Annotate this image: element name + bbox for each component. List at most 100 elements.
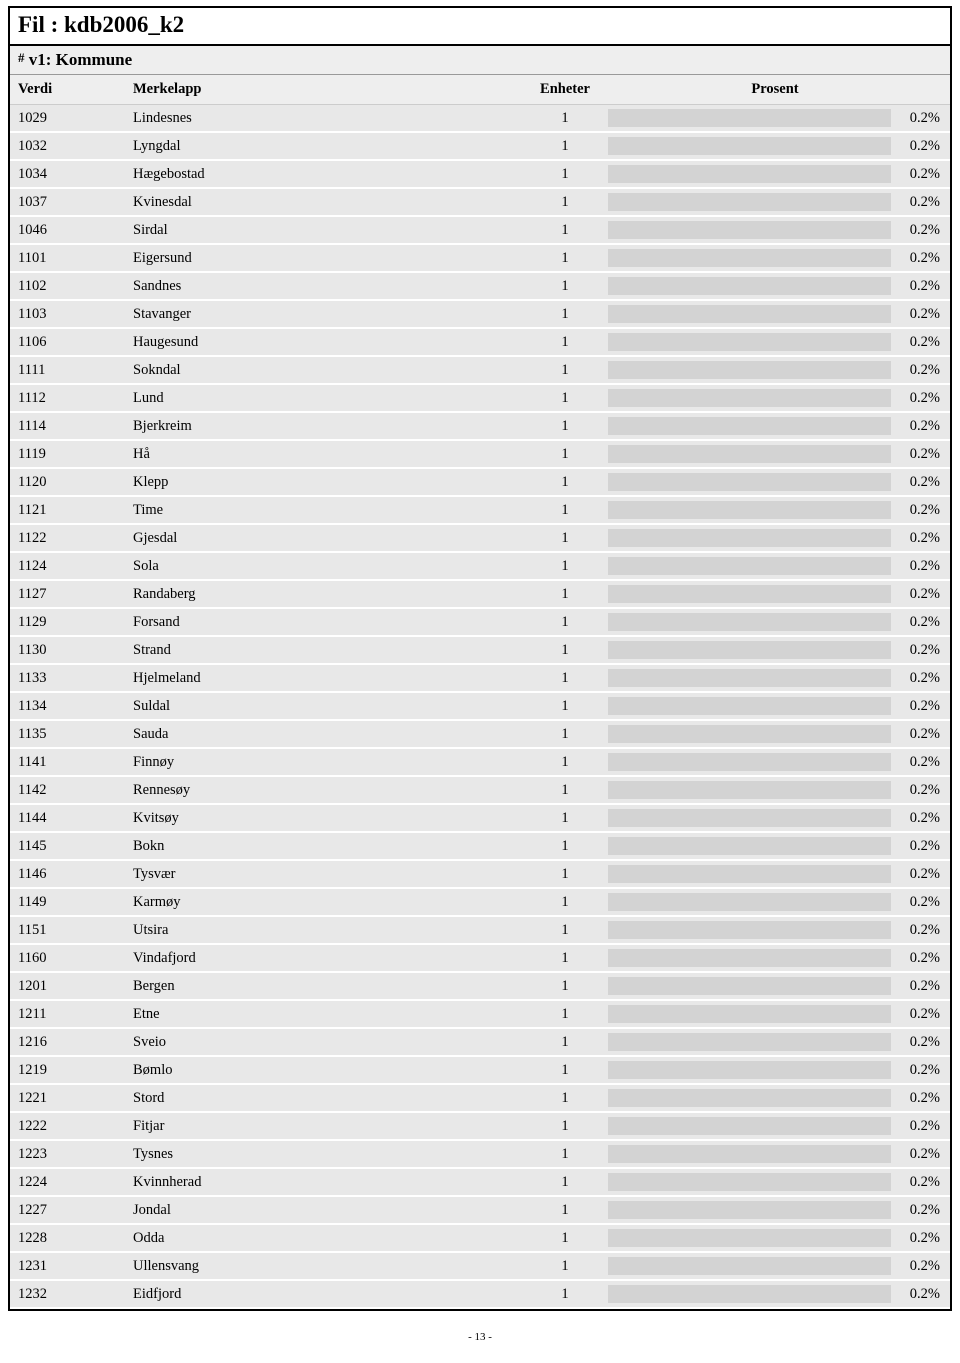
cell-bar <box>600 972 895 1000</box>
cell-prosent: 0.2% <box>895 412 950 440</box>
cell-prosent: 0.2% <box>895 216 950 244</box>
cell-enheter: 1 <box>530 328 600 356</box>
cell-verdi: 1114 <box>10 412 125 440</box>
cell-bar <box>600 944 895 972</box>
cell-bar <box>600 1140 895 1168</box>
cell-prosent: 0.2% <box>895 440 950 468</box>
cell-verdi: 1135 <box>10 720 125 748</box>
cell-bar <box>600 1000 895 1028</box>
cell-prosent: 0.2% <box>895 1056 950 1084</box>
cell-merkelapp: Stord <box>125 1084 530 1112</box>
table-row: 1034Hægebostad10.2% <box>10 160 950 188</box>
cell-enheter: 1 <box>530 608 600 636</box>
file-title: Fil : kdb2006_k2 <box>10 8 950 46</box>
cell-enheter: 1 <box>530 636 600 664</box>
cell-enheter: 1 <box>530 1112 600 1140</box>
table-row: 1149Karmøy10.2% <box>10 888 950 916</box>
cell-enheter: 1 <box>530 188 600 216</box>
cell-prosent: 0.2% <box>895 1196 950 1224</box>
percent-bar <box>608 473 891 491</box>
cell-enheter: 1 <box>530 580 600 608</box>
cell-enheter: 1 <box>530 664 600 692</box>
cell-enheter: 1 <box>530 832 600 860</box>
cell-verdi: 1149 <box>10 888 125 916</box>
cell-verdi: 1029 <box>10 105 125 133</box>
cell-prosent: 0.2% <box>895 384 950 412</box>
cell-bar <box>600 776 895 804</box>
cell-bar <box>600 496 895 524</box>
cell-verdi: 1231 <box>10 1252 125 1280</box>
cell-bar <box>600 356 895 384</box>
cell-merkelapp: Stavanger <box>125 300 530 328</box>
table-row: 1145Bokn10.2% <box>10 832 950 860</box>
cell-verdi: 1121 <box>10 496 125 524</box>
table-row: 1228Odda10.2% <box>10 1224 950 1252</box>
cell-bar <box>600 524 895 552</box>
cell-prosent: 0.2% <box>895 888 950 916</box>
table-row: 1219Bømlo10.2% <box>10 1056 950 1084</box>
cell-enheter: 1 <box>530 132 600 160</box>
cell-bar <box>600 300 895 328</box>
percent-bar <box>608 977 891 995</box>
percent-bar <box>608 389 891 407</box>
cell-merkelapp: Sokndal <box>125 356 530 384</box>
cell-merkelapp: Tysvær <box>125 860 530 888</box>
cell-merkelapp: Hå <box>125 440 530 468</box>
cell-verdi: 1201 <box>10 972 125 1000</box>
cell-verdi: 1120 <box>10 468 125 496</box>
cell-enheter: 1 <box>530 552 600 580</box>
percent-bar <box>608 1089 891 1107</box>
table-row: 1227Jondal10.2% <box>10 1196 950 1224</box>
table-row: 1037Kvinesdal10.2% <box>10 188 950 216</box>
page-number: - 13 - <box>8 1331 952 1343</box>
cell-verdi: 1142 <box>10 776 125 804</box>
table-row: 1133Hjelmeland10.2% <box>10 664 950 692</box>
cell-verdi: 1227 <box>10 1196 125 1224</box>
cell-bar <box>600 720 895 748</box>
cell-verdi: 1103 <box>10 300 125 328</box>
table-row: 1142Rennesøy10.2% <box>10 776 950 804</box>
percent-bar <box>608 1201 891 1219</box>
cell-enheter: 1 <box>530 244 600 272</box>
cell-prosent: 0.2% <box>895 748 950 776</box>
title-prefix: Fil : <box>18 12 64 37</box>
cell-prosent: 0.2% <box>895 160 950 188</box>
cell-merkelapp: Randaberg <box>125 580 530 608</box>
cell-enheter: 1 <box>530 524 600 552</box>
cell-prosent: 0.2% <box>895 1112 950 1140</box>
percent-bar <box>608 641 891 659</box>
cell-merkelapp: Sauda <box>125 720 530 748</box>
cell-merkelapp: Hægebostad <box>125 160 530 188</box>
table-row: 1122Gjesdal10.2% <box>10 524 950 552</box>
percent-bar <box>608 1229 891 1247</box>
cell-merkelapp: Bømlo <box>125 1056 530 1084</box>
cell-enheter: 1 <box>530 1000 600 1028</box>
col-header-verdi: Verdi <box>10 75 125 105</box>
col-header-merkelapp: Merkelapp <box>125 75 530 105</box>
cell-merkelapp: Klepp <box>125 468 530 496</box>
cell-merkelapp: Sirdal <box>125 216 530 244</box>
cell-enheter: 1 <box>530 860 600 888</box>
percent-bar <box>608 921 891 939</box>
percent-bar <box>608 1257 891 1275</box>
cell-verdi: 1133 <box>10 664 125 692</box>
table-row: 1029Lindesnes10.2% <box>10 105 950 133</box>
table-row: 1129Forsand10.2% <box>10 608 950 636</box>
percent-bar <box>608 109 891 127</box>
cell-prosent: 0.2% <box>895 1028 950 1056</box>
cell-enheter: 1 <box>530 468 600 496</box>
table-row: 1111Sokndal10.2% <box>10 356 950 384</box>
table-row: 1201Bergen10.2% <box>10 972 950 1000</box>
table-row: 1223Tysnes10.2% <box>10 1140 950 1168</box>
percent-bar <box>608 669 891 687</box>
cell-verdi: 1211 <box>10 1000 125 1028</box>
table-row: 1130Strand10.2% <box>10 636 950 664</box>
cell-enheter: 1 <box>530 804 600 832</box>
cell-prosent: 0.2% <box>895 608 950 636</box>
table-body: 1029Lindesnes10.2%1032Lyngdal10.2%1034Hæ… <box>10 105 950 1309</box>
percent-bar <box>608 249 891 267</box>
cell-merkelapp: Ullensvang <box>125 1252 530 1280</box>
cell-verdi: 1127 <box>10 580 125 608</box>
cell-enheter: 1 <box>530 105 600 133</box>
cell-merkelapp: Suldal <box>125 692 530 720</box>
